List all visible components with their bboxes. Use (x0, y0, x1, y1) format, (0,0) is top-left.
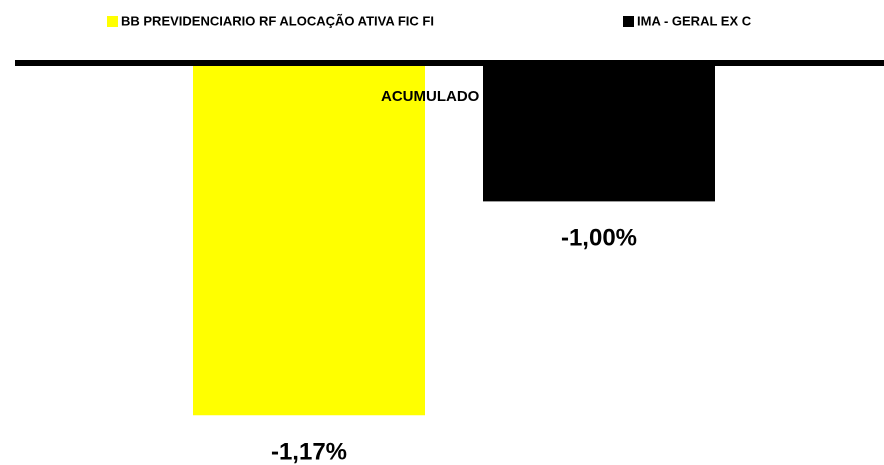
bar (483, 63, 715, 202)
value-label: -1,00% (561, 225, 637, 252)
category-label: ACUMULADO (381, 88, 480, 105)
value-label: -1,17% (271, 439, 347, 465)
legend-swatch (107, 16, 118, 27)
bar (193, 63, 425, 416)
legend-label: IMA - GERAL EX C (637, 13, 752, 28)
legend-label: BB PREVIDENCIARIO RF ALOCAÇÃO ATIVA FIC … (121, 13, 434, 28)
legend-swatch (623, 16, 634, 27)
